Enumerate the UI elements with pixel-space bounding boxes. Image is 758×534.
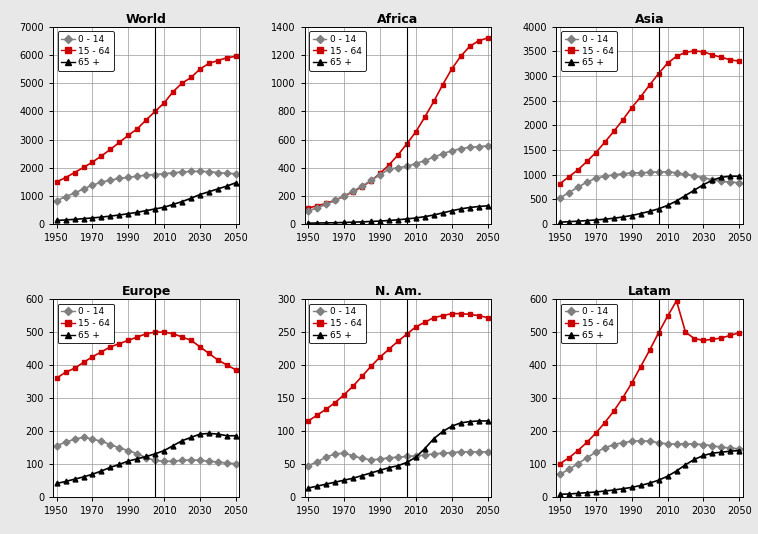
Legend: 0 - 14, 15 - 64, 65 +: 0 - 14, 15 - 64, 65 + bbox=[561, 304, 617, 343]
Title: N. Am.: N. Am. bbox=[374, 285, 421, 298]
Title: World: World bbox=[126, 12, 167, 26]
Legend: 0 - 14, 15 - 64, 65 +: 0 - 14, 15 - 64, 65 + bbox=[58, 31, 114, 71]
Legend: 0 - 14, 15 - 64, 65 +: 0 - 14, 15 - 64, 65 + bbox=[309, 31, 365, 71]
Title: Asia: Asia bbox=[634, 12, 665, 26]
Title: Europe: Europe bbox=[121, 285, 171, 298]
Legend: 0 - 14, 15 - 64, 65 +: 0 - 14, 15 - 64, 65 + bbox=[58, 304, 114, 343]
Legend: 0 - 14, 15 - 64, 65 +: 0 - 14, 15 - 64, 65 + bbox=[309, 304, 365, 343]
Legend: 0 - 14, 15 - 64, 65 +: 0 - 14, 15 - 64, 65 + bbox=[561, 31, 617, 71]
Title: Latam: Latam bbox=[628, 285, 672, 298]
Title: Africa: Africa bbox=[377, 12, 418, 26]
